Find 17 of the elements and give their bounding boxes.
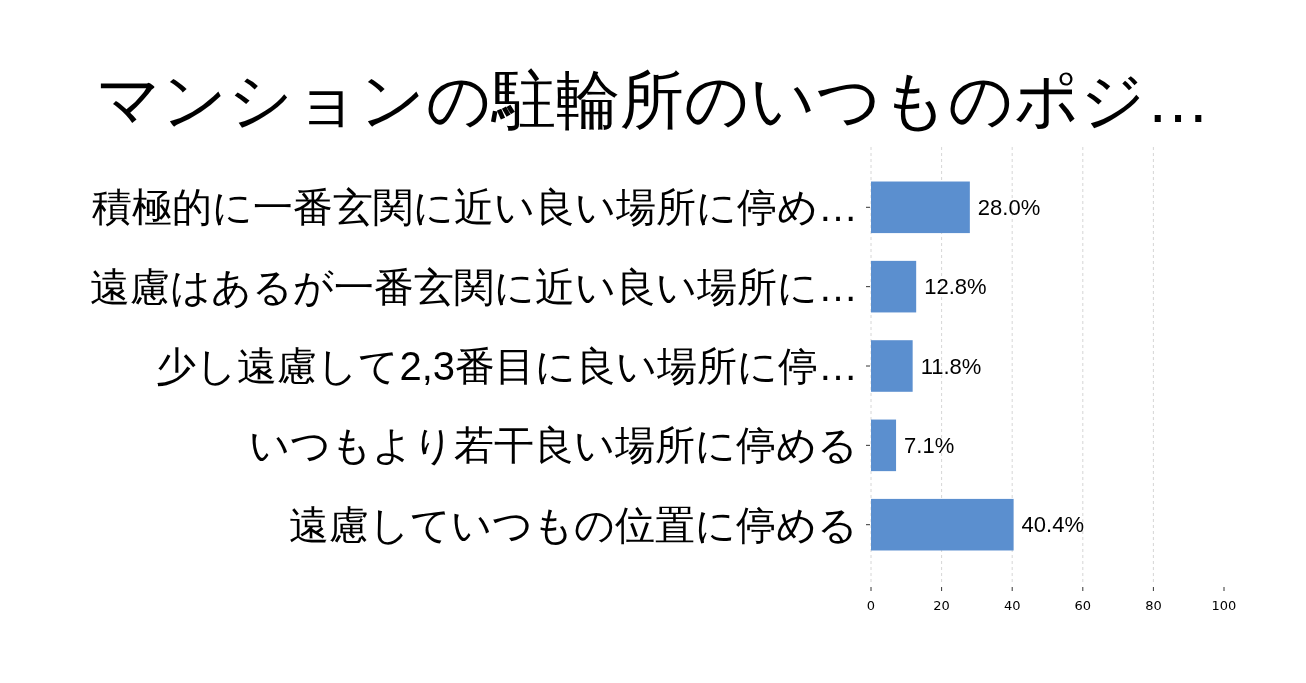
x-tick-label: 0 — [866, 598, 876, 613]
x-tick-label: 100 — [1211, 598, 1237, 613]
x-tick-label: 20 — [933, 598, 950, 613]
y-tick-label: いつもより若干良い場所に停める — [249, 423, 858, 468]
y-tick-label: 少し遠慮して2,3番目に良い場所に停… — [156, 344, 858, 388]
y-tick-label: 積極的に一番玄関に近い良い場所に停め… — [92, 185, 858, 230]
title: マンションの駐輪所のいつものポジ… — [96, 64, 1210, 136]
x-tick-label: 40 — [1003, 598, 1021, 613]
data-label: 12.8% — [924, 274, 987, 300]
y-tick-label: 遠慮はあるが一番玄関に近い良い場所に… — [90, 264, 858, 309]
y-tick-label: 遠慮していつもの位置に停める — [289, 502, 858, 547]
data-label: 28.0% — [977, 194, 1041, 220]
x-tick-label: 60 — [1074, 598, 1092, 613]
data-label: 7.1% — [904, 432, 955, 458]
data-label: 11.8% — [920, 353, 982, 379]
x-tick-label: 80 — [1145, 598, 1162, 613]
data-label: 40.4% — [1021, 512, 1084, 538]
